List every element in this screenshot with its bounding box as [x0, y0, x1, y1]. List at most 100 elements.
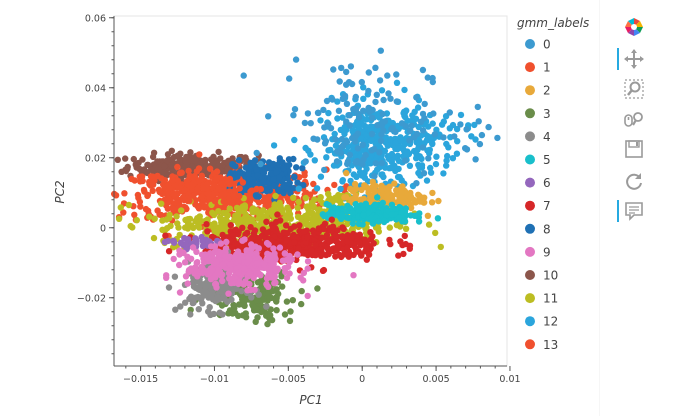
point-series-0[interactable]: [352, 93, 359, 101]
point-series-10[interactable]: [122, 155, 129, 162]
point-series-0[interactable]: [346, 112, 353, 119]
point-series-0[interactable]: [333, 158, 341, 165]
point-series-9[interactable]: [248, 245, 255, 252]
point-series-13[interactable]: [120, 209, 127, 216]
point-series-9[interactable]: [244, 259, 251, 266]
point-series-0[interactable]: [402, 157, 409, 164]
point-series-9[interactable]: [227, 265, 234, 273]
point-series-7[interactable]: [339, 233, 346, 240]
point-series-6[interactable]: [161, 238, 169, 246]
point-series-0[interactable]: [343, 68, 350, 76]
point-series-10[interactable]: [224, 164, 232, 172]
point-series-3[interactable]: [281, 311, 289, 318]
point-series-7[interactable]: [401, 232, 408, 240]
point-series-11[interactable]: [295, 198, 302, 206]
point-series-0[interactable]: [290, 112, 297, 119]
point-series-4[interactable]: [182, 299, 189, 306]
point-series-2[interactable]: [435, 197, 442, 205]
point-series-9[interactable]: [227, 261, 234, 268]
point-series-8[interactable]: [232, 163, 239, 170]
point-series-1[interactable]: [215, 185, 222, 192]
point-series-12[interactable]: [403, 150, 410, 158]
point-series-7[interactable]: [318, 234, 325, 241]
point-series-12[interactable]: [339, 114, 346, 121]
point-series-3[interactable]: [235, 312, 242, 319]
point-series-0[interactable]: [413, 180, 420, 187]
point-series-13[interactable]: [174, 163, 181, 171]
point-series-13[interactable]: [196, 151, 203, 158]
point-series-7[interactable]: [329, 223, 337, 230]
point-series-11[interactable]: [218, 224, 225, 231]
point-series-11[interactable]: [255, 215, 262, 222]
point-series-8[interactable]: [265, 159, 273, 166]
point-series-3[interactable]: [273, 307, 280, 314]
point-series-11[interactable]: [302, 194, 309, 202]
point-series-2[interactable]: [421, 194, 428, 201]
point-series-0[interactable]: [429, 78, 436, 86]
point-series-4[interactable]: [189, 294, 196, 301]
point-series-11[interactable]: [235, 211, 242, 218]
point-series-0[interactable]: [304, 110, 312, 117]
point-series-0[interactable]: [332, 136, 339, 143]
point-series-9[interactable]: [284, 263, 292, 270]
point-series-10[interactable]: [207, 156, 215, 163]
point-series-4[interactable]: [255, 291, 262, 298]
point-series-9[interactable]: [189, 244, 197, 251]
legend-item-0[interactable]: 0: [525, 38, 551, 52]
point-series-8[interactable]: [235, 157, 243, 164]
point-series-11[interactable]: [290, 194, 297, 201]
point-series-13[interactable]: [131, 177, 138, 184]
point-series-11[interactable]: [249, 206, 256, 213]
point-series-7[interactable]: [295, 245, 302, 252]
point-series-12[interactable]: [360, 95, 367, 103]
point-series-9[interactable]: [185, 266, 193, 274]
point-series-5[interactable]: [374, 194, 381, 201]
point-series-5[interactable]: [396, 203, 403, 211]
point-series-0[interactable]: [440, 134, 447, 141]
point-series-10[interactable]: [160, 169, 167, 176]
legend-item-1[interactable]: 1: [525, 61, 551, 75]
point-series-11[interactable]: [133, 217, 140, 224]
point-series-2[interactable]: [361, 182, 368, 189]
point-series-12[interactable]: [406, 162, 414, 169]
point-series-4[interactable]: [216, 309, 223, 316]
point-series-7[interactable]: [227, 222, 234, 229]
point-series-13[interactable]: [265, 195, 272, 202]
point-series-13[interactable]: [185, 167, 192, 175]
point-series-4[interactable]: [206, 304, 213, 311]
point-series-4[interactable]: [201, 283, 209, 290]
point-series-12[interactable]: [443, 162, 450, 169]
point-series-9[interactable]: [281, 250, 289, 257]
point-series-13[interactable]: [206, 165, 214, 172]
point-series-0[interactable]: [253, 149, 260, 157]
point-series-5[interactable]: [411, 212, 418, 219]
point-series-7[interactable]: [264, 229, 271, 236]
point-series-8[interactable]: [264, 164, 272, 172]
point-series-0[interactable]: [307, 120, 314, 127]
point-series-7[interactable]: [162, 232, 169, 239]
point-series-12[interactable]: [438, 121, 446, 128]
point-series-7[interactable]: [339, 224, 346, 231]
point-series-0[interactable]: [336, 78, 343, 85]
point-series-11[interactable]: [231, 216, 238, 224]
bokeh-logo[interactable]: [614, 14, 654, 40]
point-series-11[interactable]: [125, 201, 133, 209]
point-series-0[interactable]: [338, 143, 345, 151]
point-series-3[interactable]: [239, 296, 246, 303]
point-series-7[interactable]: [282, 222, 290, 229]
legend-item-8[interactable]: 8: [525, 222, 551, 236]
point-series-11[interactable]: [272, 192, 279, 200]
point-series-7[interactable]: [343, 244, 351, 252]
point-series-10[interactable]: [132, 161, 140, 168]
point-series-9[interactable]: [170, 255, 177, 263]
point-series-12[interactable]: [443, 157, 450, 164]
point-series-1[interactable]: [161, 177, 169, 184]
point-series-0[interactable]: [372, 160, 379, 167]
point-series-8[interactable]: [275, 187, 282, 195]
point-series-4[interactable]: [206, 282, 214, 289]
point-series-1[interactable]: [170, 190, 177, 197]
point-series-7[interactable]: [343, 238, 351, 245]
point-series-12[interactable]: [395, 157, 403, 165]
point-series-8[interactable]: [270, 176, 277, 183]
point-series-8[interactable]: [246, 175, 253, 183]
